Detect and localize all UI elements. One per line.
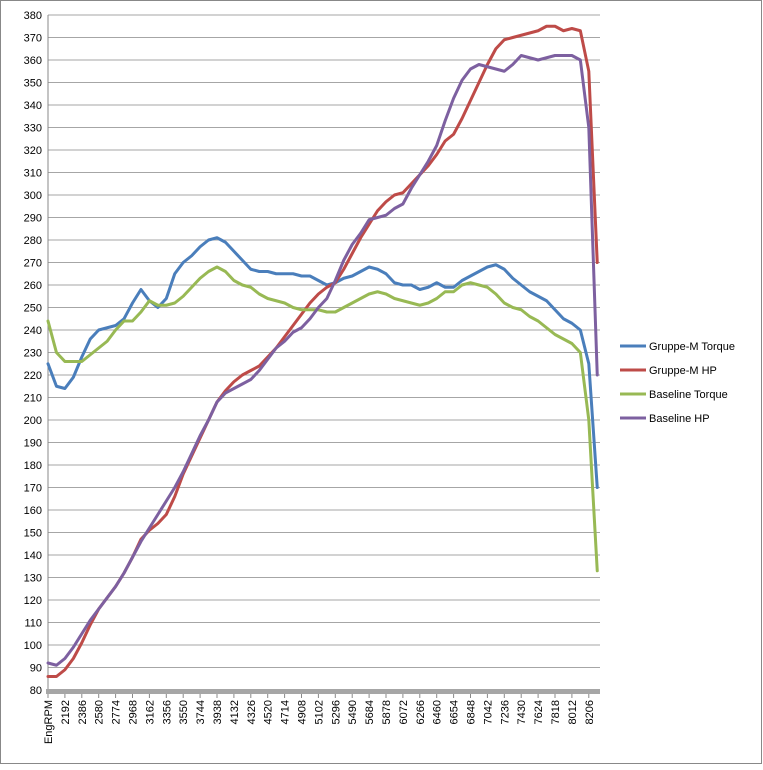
x-tick-label: 7236 xyxy=(499,700,511,724)
series-line xyxy=(46,265,599,573)
x-tick-label: 2968 xyxy=(128,700,140,724)
y-tick-label: 360 xyxy=(24,55,42,67)
legend-label: Gruppe-M Torque xyxy=(649,341,735,353)
x-tick-label: 6654 xyxy=(449,700,461,724)
y-tick-label: 190 xyxy=(24,438,42,450)
y-tick-label: 160 xyxy=(24,505,42,517)
x-tick-label: 5490 xyxy=(347,700,359,724)
y-tick-label: 370 xyxy=(24,33,42,45)
y-tick-label: 180 xyxy=(24,460,42,472)
x-tick-label: EngRPM xyxy=(43,700,55,744)
y-tick-label: 290 xyxy=(24,213,42,225)
x-tick-label: 6266 xyxy=(415,700,427,724)
x-tick-label: 8206 xyxy=(584,700,596,724)
legend-label: Baseline Torque xyxy=(649,389,728,401)
y-tick-label: 100 xyxy=(24,640,42,652)
x-tick-label: 3356 xyxy=(161,700,173,724)
y-tick-label: 320 xyxy=(24,145,42,157)
y-tick-label: 140 xyxy=(24,550,42,562)
x-tick-label: 6460 xyxy=(432,700,444,724)
y-tick-label: 210 xyxy=(24,393,42,405)
y-tick-label: 80 xyxy=(30,685,42,697)
y-tick-label: 380 xyxy=(24,10,42,22)
y-tick-label: 270 xyxy=(24,258,42,270)
y-tick-label: 350 xyxy=(24,78,42,90)
x-tick-label: 4714 xyxy=(280,700,292,724)
x-tick-label: 2580 xyxy=(94,700,106,724)
x-tick-label: 5296 xyxy=(330,700,342,724)
y-tick-label: 230 xyxy=(24,348,42,360)
x-tick-label: 6848 xyxy=(466,700,478,724)
x-tick-label: 4132 xyxy=(229,700,241,724)
x-tick-label: 4908 xyxy=(297,700,309,724)
x-tick-label: 5878 xyxy=(381,700,393,724)
series-line xyxy=(46,236,599,489)
y-tick-label: 280 xyxy=(24,235,42,247)
x-tick-label: 5684 xyxy=(364,700,376,724)
y-tick-label: 330 xyxy=(24,123,42,135)
x-tick-label: 7042 xyxy=(482,700,494,724)
x-tick-label: 2386 xyxy=(77,700,89,724)
x-tick-label: 3938 xyxy=(212,700,224,724)
x-tick-label: 5102 xyxy=(313,700,325,724)
y-tick-label: 300 xyxy=(24,190,42,202)
x-tick-label: 3550 xyxy=(178,700,190,724)
x-tick-label: 2192 xyxy=(60,700,72,724)
y-tick-label: 220 xyxy=(24,370,42,382)
y-tick-label: 340 xyxy=(24,100,42,112)
y-tick-label: 120 xyxy=(24,595,42,607)
x-tick-label: 2774 xyxy=(111,700,123,724)
x-tick-label: 4520 xyxy=(263,700,275,724)
y-tick-label: 90 xyxy=(30,663,42,675)
x-tick-label: 3744 xyxy=(195,700,207,724)
legend-label: Gruppe-M HP xyxy=(649,365,717,377)
y-tick-label: 110 xyxy=(24,618,42,630)
series-line xyxy=(46,54,599,667)
y-tick-label: 170 xyxy=(24,483,42,495)
x-tick-label: 7818 xyxy=(550,700,562,724)
y-tick-label: 150 xyxy=(24,528,42,540)
legend-label: Baseline HP xyxy=(649,413,710,425)
y-tick-label: 200 xyxy=(24,415,42,427)
x-tick-label: 3162 xyxy=(144,700,156,724)
y-tick-label: 250 xyxy=(24,303,42,315)
y-tick-label: 260 xyxy=(24,280,42,292)
x-tick-label: 4326 xyxy=(246,700,258,724)
x-tick-label: 8012 xyxy=(567,700,579,724)
x-tick-label: 7430 xyxy=(516,700,528,724)
x-axis xyxy=(46,689,600,694)
y-tick-label: 130 xyxy=(24,573,42,585)
x-tick-label: 7624 xyxy=(533,700,545,724)
y-tick-label: 310 xyxy=(24,168,42,180)
y-tick-label: 240 xyxy=(24,325,42,337)
x-tick-label: 6072 xyxy=(398,700,410,724)
